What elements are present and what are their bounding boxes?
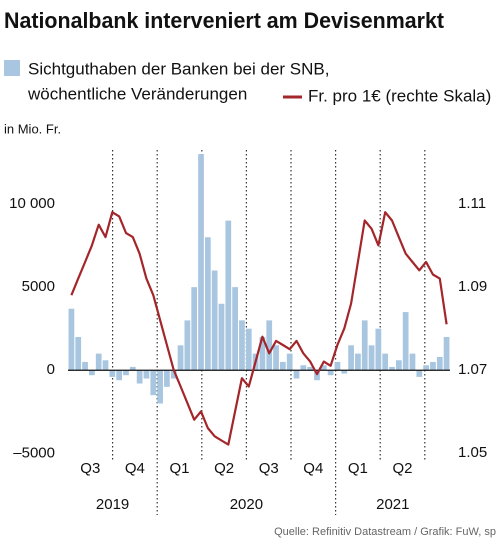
bar xyxy=(314,370,320,381)
x-tick-label: Q3 xyxy=(259,460,279,477)
bar xyxy=(75,336,82,371)
bar xyxy=(320,365,327,371)
bar xyxy=(198,154,204,371)
x-tick-label: Q3 xyxy=(80,460,100,477)
bar xyxy=(327,370,334,376)
bar xyxy=(245,328,252,371)
bar xyxy=(368,345,375,371)
bar xyxy=(177,345,184,371)
bar xyxy=(259,336,266,371)
y-tick-label: 0 xyxy=(47,361,55,378)
bar xyxy=(443,336,450,371)
bar xyxy=(123,370,129,376)
legend-label: wöchentliche Veränderungen xyxy=(27,84,247,103)
bar xyxy=(355,353,361,371)
axis-label: in Mio. Fr. xyxy=(4,121,61,136)
bar xyxy=(184,320,191,371)
bar xyxy=(191,287,198,371)
bar xyxy=(164,370,170,387)
bar xyxy=(293,370,300,379)
bar xyxy=(389,366,395,371)
bar xyxy=(361,320,368,371)
bar xyxy=(348,345,354,371)
bar xyxy=(82,361,88,371)
bar xyxy=(334,361,341,371)
bar xyxy=(239,320,245,371)
legend-label: Fr. pro 1€ (rechte Skala) xyxy=(308,86,491,105)
bar xyxy=(300,365,307,371)
bar xyxy=(157,370,163,404)
bar xyxy=(273,345,279,371)
y2-tick-label: 1.11 xyxy=(458,195,486,212)
bar xyxy=(116,370,123,381)
bar xyxy=(95,353,102,371)
y2-tick-label: 1.05 xyxy=(458,444,487,461)
y-tick-label: 5000 xyxy=(22,278,55,295)
bar xyxy=(225,220,232,371)
y-tick-label: 10 000 xyxy=(9,195,55,212)
bar xyxy=(109,370,116,377)
bar xyxy=(143,370,150,379)
bar xyxy=(436,356,443,371)
bar xyxy=(218,303,225,371)
line xyxy=(70,211,448,446)
bar xyxy=(89,370,95,376)
bar xyxy=(341,370,348,374)
bar xyxy=(232,287,238,371)
legend-label: Sichtguthaben der Banken bei der SNB, xyxy=(28,59,329,78)
x-tick-label: Q4 xyxy=(125,460,145,477)
year-label: 2019 xyxy=(96,496,129,513)
y2-tick-label: 1.09 xyxy=(458,278,487,295)
source: Quelle: Refinitiv Datastream / Grafik: F… xyxy=(274,526,496,538)
bar xyxy=(286,353,293,371)
bar xyxy=(136,370,143,384)
bar xyxy=(423,365,429,371)
bar xyxy=(416,370,423,377)
bar xyxy=(307,366,314,371)
bar xyxy=(266,320,273,371)
x-tick-label: Q2 xyxy=(392,460,412,477)
bar xyxy=(409,353,416,371)
bar xyxy=(68,308,75,371)
bar xyxy=(430,361,436,371)
bar xyxy=(129,366,136,371)
bar xyxy=(382,353,389,371)
year-label: 2020 xyxy=(230,496,263,513)
y2-tick-label: 1.07 xyxy=(458,361,487,378)
bar xyxy=(375,328,382,371)
bar xyxy=(211,270,218,371)
x-tick-label: Q4 xyxy=(303,460,323,477)
year-label: 2021 xyxy=(376,496,409,513)
x-tick-label: Q2 xyxy=(214,460,234,477)
y-tick-label: –5000 xyxy=(13,444,55,461)
bar xyxy=(204,237,211,371)
bar xyxy=(150,370,157,396)
bar xyxy=(170,370,177,379)
chart-title: Nationalbank interveniert am Devisenmark… xyxy=(4,8,445,33)
bar xyxy=(280,361,286,371)
bar xyxy=(102,360,109,371)
legend-swatch xyxy=(4,60,20,76)
bar xyxy=(395,360,402,371)
bar xyxy=(402,312,409,371)
x-tick-label: Q1 xyxy=(169,460,189,477)
x-tick-label: Q1 xyxy=(348,460,368,477)
